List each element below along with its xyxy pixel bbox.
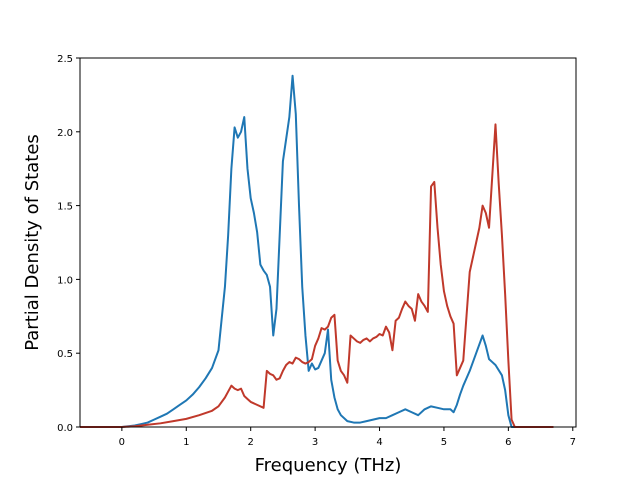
x-tick-label: 0 — [119, 437, 125, 448]
y-tick-label: 2.5 — [57, 54, 73, 65]
y-tick-label: 0.0 — [57, 423, 73, 434]
axes-frame — [79, 57, 577, 428]
y-tick-label: 0.5 — [57, 349, 73, 360]
series-layer — [80, 74, 554, 428]
y-tick-label: 1.5 — [57, 202, 73, 213]
y-tick-label: 2.0 — [57, 128, 73, 139]
series-line-1 — [80, 74, 554, 428]
x-tick-label: 7 — [570, 437, 576, 448]
x-tick-label: 2 — [248, 437, 254, 448]
x-tick-label: 4 — [376, 437, 382, 448]
x-axis-ticks: 0 1 2 3 4 5 6 7 — [119, 427, 576, 448]
x-axis-label: Frequency (THz) — [255, 455, 402, 476]
y-tick-label: 1.0 — [57, 275, 73, 286]
x-tick-label: 5 — [441, 437, 447, 448]
y-axis-label: Partial Density of States — [22, 134, 43, 351]
series-line-2 — [80, 123, 554, 428]
y-axis-ticks: 0.0 0.5 1.0 1.5 2.0 2.5 — [57, 54, 80, 434]
x-tick-label: 1 — [183, 437, 189, 448]
x-tick-label: 6 — [505, 437, 511, 448]
plot-area — [80, 58, 576, 427]
x-tick-label: 3 — [312, 437, 318, 448]
